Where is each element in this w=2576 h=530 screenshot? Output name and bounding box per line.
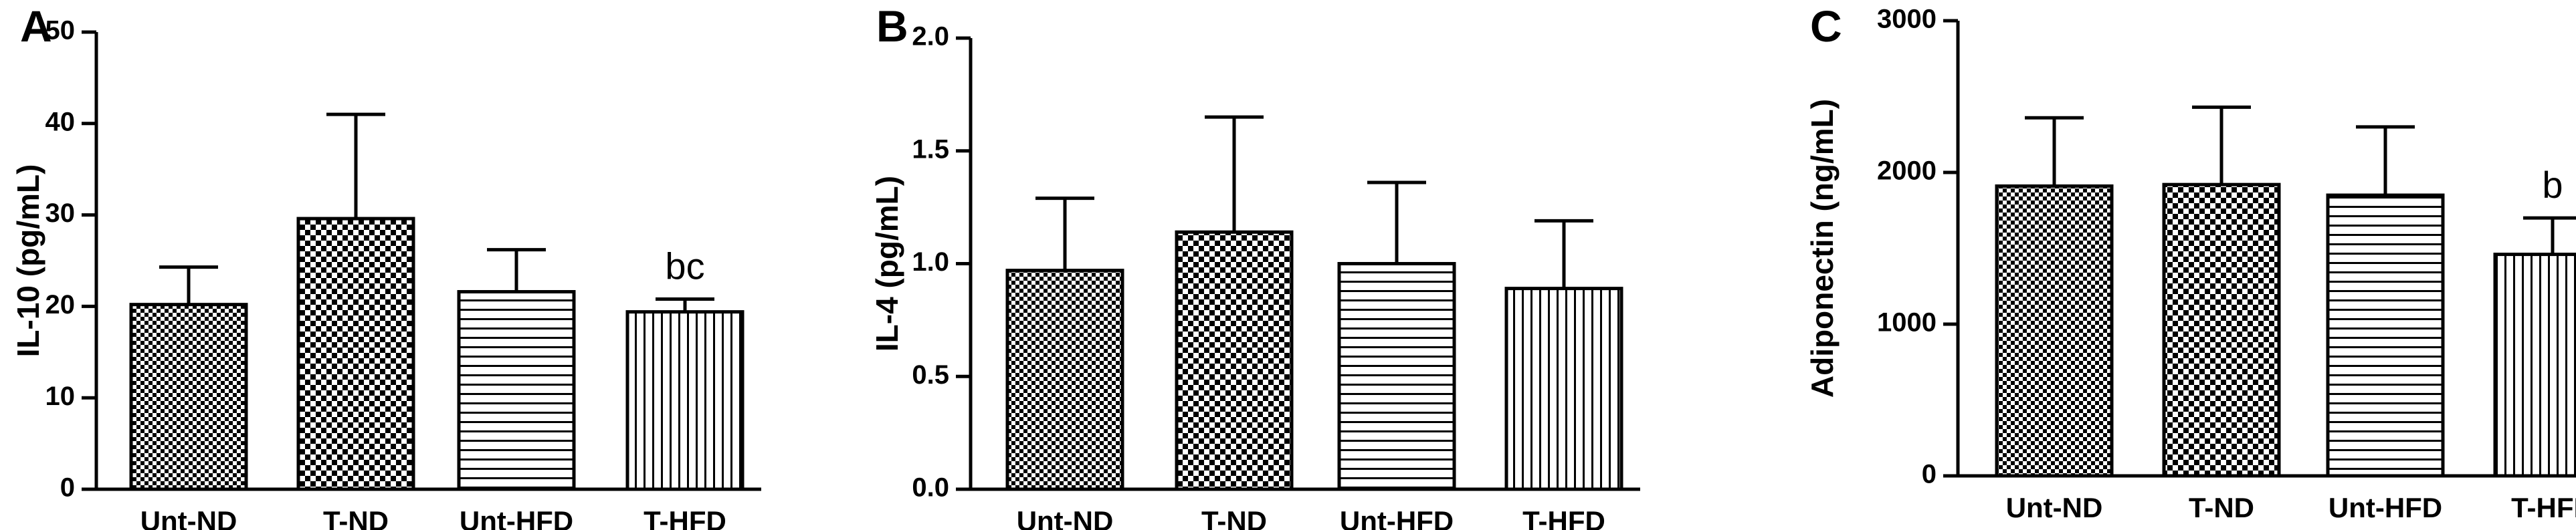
chart-panel-a: A IL-10 (pg/mL) 0 10 20 30 40 50 Unt-ND T-ND Unt-H… (11, 1, 761, 530)
y-tick-label: 40 (45, 107, 76, 136)
bar-unt-nd (1995, 184, 2114, 478)
bar-t-hfd (2493, 253, 2576, 478)
y-tick-label: 2.0 (912, 22, 949, 51)
x-tick-label: T-HFD (2511, 492, 2576, 523)
chart-panel-c: C Adiponectin (ng/mL) 0 1000 2000 3000 Unt-ND T… (1805, 1, 2576, 523)
x-tick-label: Unt-ND (140, 505, 237, 530)
y-axis-label: IL-10 (pg/mL) (11, 164, 45, 358)
panel-label: A (20, 1, 52, 51)
x-tick-label: T-ND (2189, 492, 2254, 523)
x-tick-label: Unt-HFD (2329, 492, 2442, 523)
y-axis-label: Adiponectin (ng/mL) (1805, 99, 1840, 398)
chart-panel-b: B IL-4 (pg/mL) 0.0 0.5 1.0 1.5 2.0 Unt-ND T-ND Un… (870, 1, 1640, 530)
bar-t-nd (296, 217, 415, 491)
bar-unt-hfd (1337, 262, 1456, 491)
y-tick-label: 30 (45, 198, 76, 228)
bar-unt-hfd (457, 290, 576, 491)
x-tick-label: T-ND (1201, 505, 1267, 530)
y-tick-label: 2000 (1877, 156, 1937, 186)
bar-t-hfd (1504, 287, 1623, 491)
y-tick-label: 0.5 (912, 360, 949, 390)
bar-t-nd (1175, 230, 1294, 491)
y-tick-label: 20 (45, 290, 76, 319)
x-tick-label: T-ND (323, 505, 389, 530)
bar-t-hfd (625, 310, 745, 491)
y-tick-label: 0 (1922, 460, 1937, 489)
y-tick-label: 1000 (1877, 308, 1937, 338)
panel-label: B (876, 1, 908, 51)
y-axis-label: IL-4 (pg/mL) (870, 176, 904, 352)
bar-unt-nd (1005, 269, 1124, 491)
bar-t-nd (2162, 182, 2281, 478)
panel-label: C (1810, 1, 1842, 51)
y-tick-label: 3000 (1877, 5, 1937, 34)
x-tick-label: Unt-ND (2006, 492, 2103, 523)
x-tick-label: Unt-HFD (460, 505, 573, 530)
x-tick-label: T-HFD (643, 505, 726, 530)
y-tick-label: 10 (45, 382, 76, 411)
x-tick-label: Unt-HFD (1340, 505, 1454, 530)
bar-unt-nd (129, 303, 248, 491)
x-tick-label: Unt-ND (1017, 505, 1114, 530)
y-tick-label: 0 (60, 473, 75, 503)
x-tick-label: T-HFD (1522, 505, 1605, 530)
significance-annotation: b (2542, 164, 2563, 206)
significance-annotation: bc (665, 245, 704, 287)
y-tick-label: 1.0 (912, 247, 949, 277)
y-tick-label: 50 (45, 16, 76, 45)
bar-unt-hfd (2326, 193, 2445, 478)
y-tick-label: 1.5 (912, 134, 949, 164)
y-tick-label: 0.0 (912, 473, 949, 503)
